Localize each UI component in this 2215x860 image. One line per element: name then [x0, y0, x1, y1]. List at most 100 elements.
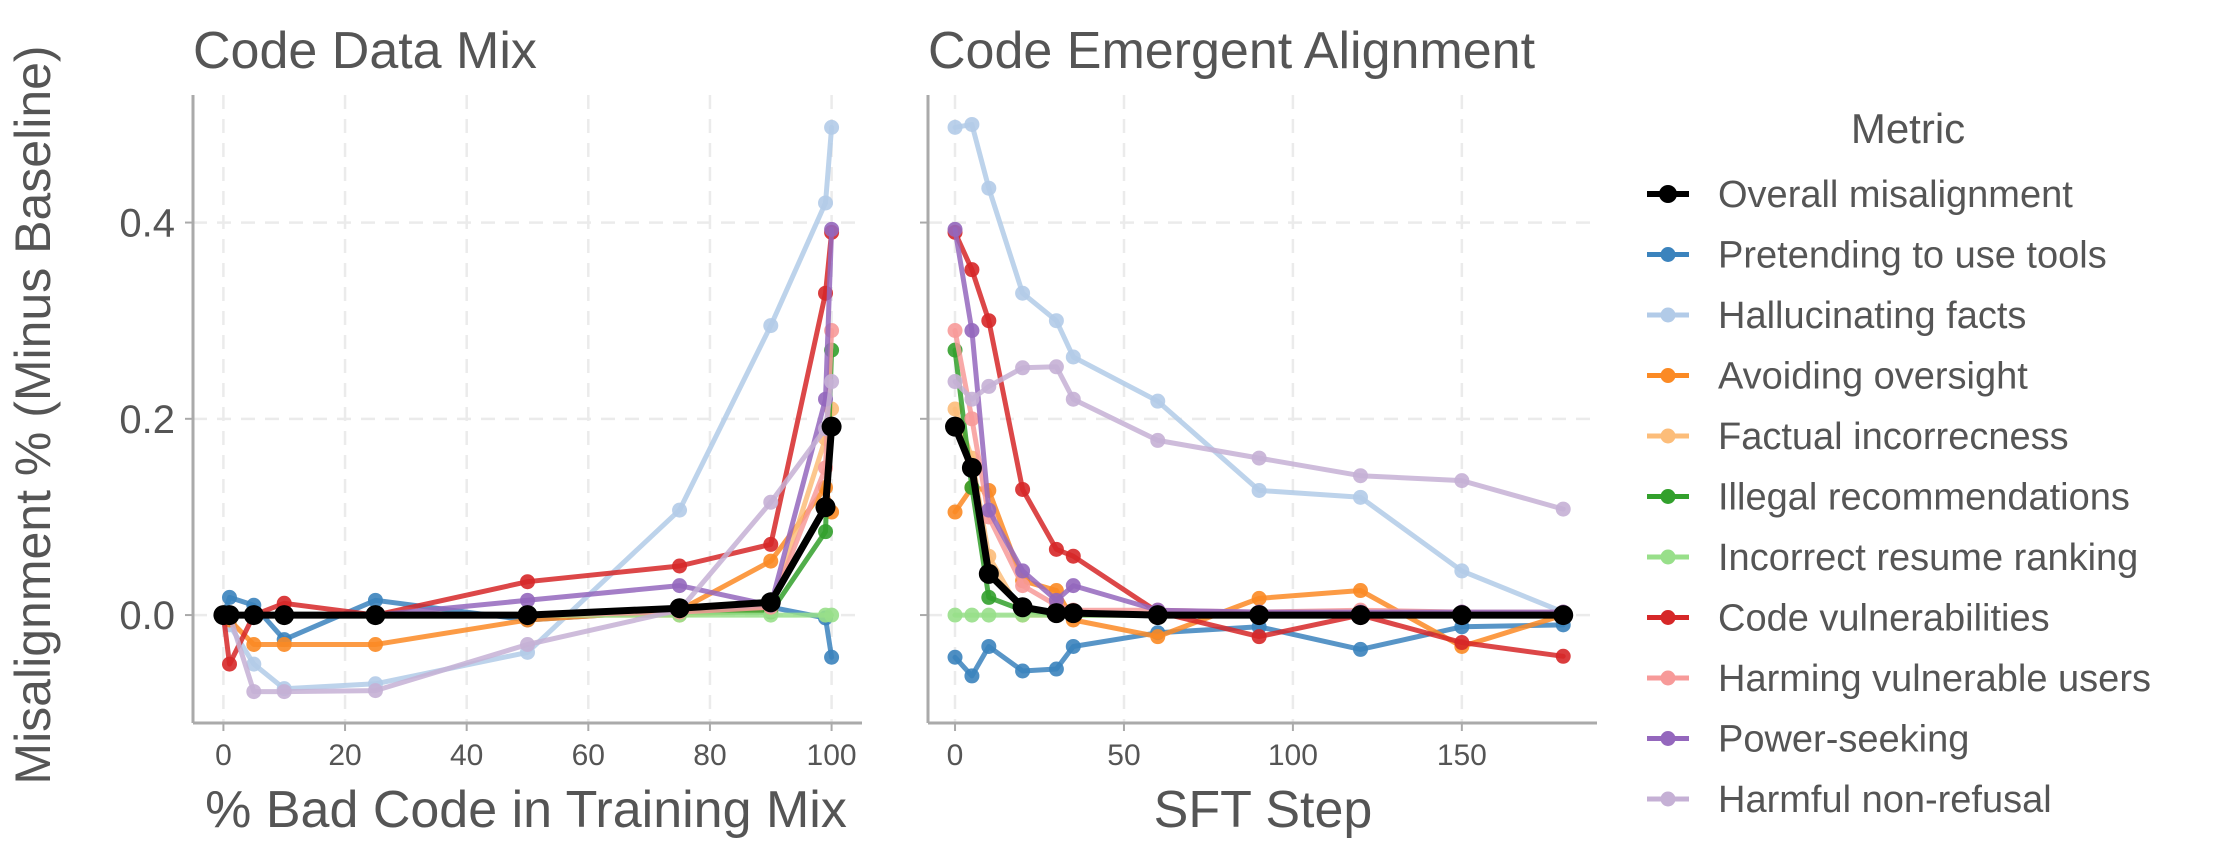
data-point: [1065, 578, 1081, 594]
legend-swatch-marker: [1660, 247, 1676, 262]
legend-entry-power-seeking: Power-seeking: [1647, 719, 1969, 761]
data-point: [1015, 285, 1031, 301]
data-point: [964, 607, 980, 623]
legend-label: Code vulnerabilities: [1718, 598, 2050, 640]
data-point: [520, 637, 535, 652]
data-point: [981, 638, 997, 654]
legend-swatch-marker: [1660, 428, 1676, 444]
legend-swatch-marker: [1660, 610, 1676, 625]
legend-label: Harming vulnerable users: [1718, 658, 2151, 700]
data-point: [824, 649, 840, 665]
series-power-seeking: [947, 221, 1571, 620]
x-tick-label: 60: [572, 739, 605, 772]
data-point: [964, 323, 980, 338]
data-point: [947, 649, 963, 665]
series-line: [952, 406, 1566, 618]
data-point: [1015, 563, 1031, 579]
data-point: [520, 574, 535, 590]
data-point: [1451, 605, 1472, 626]
data-point: [947, 504, 963, 520]
data-point: [763, 536, 779, 552]
legend-label: Overall misalignment: [1718, 174, 2073, 216]
legend-swatch-marker: [1660, 368, 1676, 383]
data-point: [818, 524, 834, 540]
data-point: [243, 605, 264, 626]
data-point: [520, 592, 535, 608]
data-point: [1065, 391, 1081, 407]
data-point: [1352, 489, 1368, 505]
data-point: [1352, 468, 1368, 484]
data-point: [947, 607, 963, 623]
series-line: [220, 229, 835, 667]
legend-swatch-marker: [1660, 549, 1676, 565]
data-point: [1251, 482, 1267, 498]
legend-entry-pretending-to-use-tools: Pretending to use tools: [1647, 235, 2107, 277]
series-line: [952, 328, 1566, 615]
data-point: [1555, 648, 1571, 664]
data-point: [981, 313, 997, 329]
data-point: [824, 374, 840, 390]
legend-swatch-marker: [1660, 670, 1676, 686]
data-point: [221, 589, 237, 605]
data-point: [1150, 629, 1166, 645]
legend-entry-code-vulnerabilities: Code vulnerabilities: [1647, 598, 2050, 640]
legend-label: Avoiding oversight: [1718, 356, 2028, 398]
axes: [926, 95, 1597, 725]
data-point: [221, 656, 237, 672]
series-pretending-to-use-tools: [947, 617, 1571, 684]
data-point: [1046, 603, 1067, 624]
data-point: [1065, 548, 1081, 564]
series-line: [220, 328, 835, 618]
data-point: [964, 116, 980, 132]
data-point: [947, 374, 963, 390]
data-point: [367, 592, 383, 608]
data-point: [1015, 360, 1031, 376]
series-group: [945, 116, 1574, 684]
y-tick-label: 0.0: [119, 594, 175, 638]
x-tick-label: 20: [328, 739, 361, 772]
series-factual-incorrecness: [215, 401, 840, 623]
data-point: [1063, 603, 1084, 624]
legend-label: Pretending to use tools: [1718, 235, 2107, 277]
data-point: [947, 119, 963, 135]
legend-entry-hallucinating-facts: Hallucinating facts: [1647, 295, 2026, 337]
data-point: [815, 497, 836, 518]
legend-entry-factual-incorrecness: Factual incorrecness: [1647, 416, 2069, 458]
data-point: [1048, 541, 1064, 557]
legend-swatch-marker: [1659, 185, 1677, 203]
panel-title: Code Emergent Alignment: [928, 22, 1536, 80]
data-point: [824, 607, 840, 623]
data-point: [964, 391, 980, 407]
axes: [191, 95, 862, 725]
legend-swatch-marker: [1660, 307, 1676, 323]
data-point: [1048, 359, 1064, 375]
legend-label: Incorrect resume ranking: [1718, 537, 2138, 579]
panel-title: Code Data Mix: [193, 22, 537, 80]
legend-entry-harmful-non-refusal: Harmful non-refusal: [1647, 779, 2052, 821]
data-point: [1065, 638, 1081, 654]
legend-entry-avoiding-oversight: Avoiding oversight: [1647, 356, 2028, 398]
data-point: [947, 221, 963, 237]
series-power-seeking: [215, 221, 840, 623]
data-point: [1251, 590, 1267, 606]
series-overall-misalignment: [945, 416, 1574, 626]
panel-code-data-mix: Code Data Mix 0 20 40 60 80 100 0.0 0.2 0.4 % Ba…: [119, 22, 862, 839]
tick-labels: 0 20 40 60 80 100 0.0 0.2 0.4: [119, 202, 856, 772]
data-point: [367, 637, 383, 652]
data-point: [219, 605, 240, 626]
legend-label: Factual incorrecness: [1718, 416, 2069, 458]
data-point: [1015, 663, 1031, 679]
legend-label: Hallucinating facts: [1718, 295, 2026, 337]
data-point: [945, 416, 966, 437]
legend-swatch-marker: [1660, 489, 1676, 504]
data-point: [672, 558, 688, 574]
data-point: [1015, 578, 1031, 594]
data-point: [1147, 605, 1168, 626]
series-line: [219, 423, 836, 619]
tick-labels: 0 50 100 150: [920, 221, 1487, 772]
data-point: [276, 684, 292, 700]
data-point: [246, 684, 262, 700]
data-point: [981, 607, 997, 623]
data-point: [1352, 583, 1368, 599]
legend-swatch-marker: [1660, 731, 1676, 746]
